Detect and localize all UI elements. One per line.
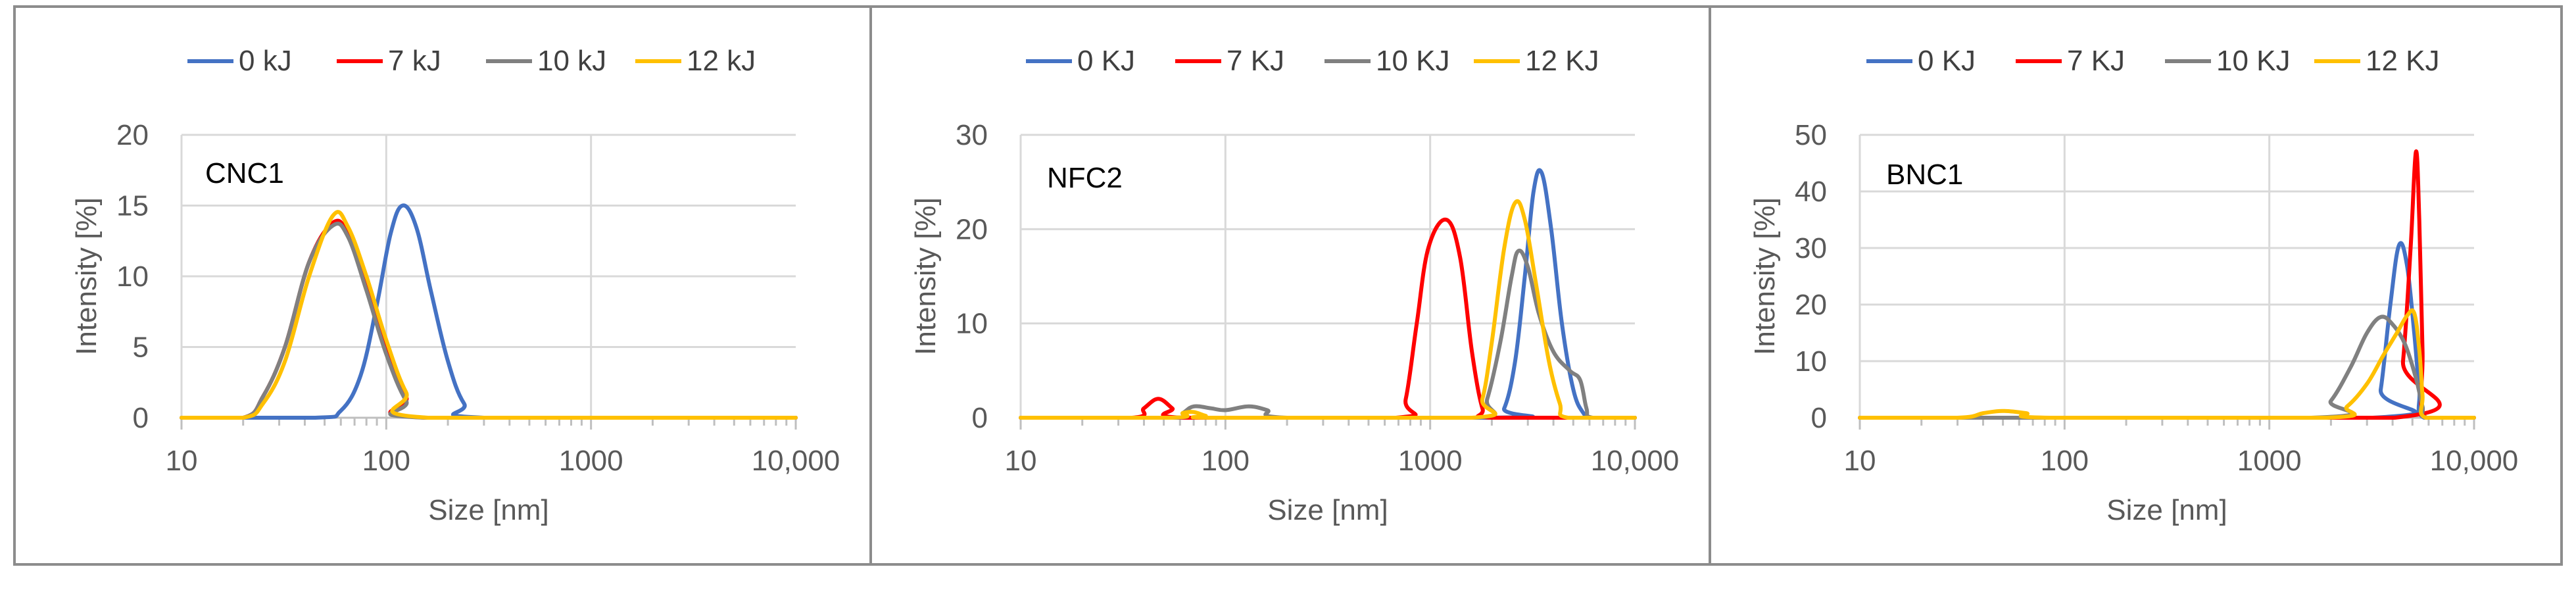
x-tick-label: 10 bbox=[166, 445, 198, 477]
y-tick-label: 50 bbox=[1795, 119, 1827, 151]
x-tick-label: 100 bbox=[1202, 445, 1250, 477]
x-axis-title: Size [nm] bbox=[428, 494, 548, 526]
legend-entry: 12 kJ bbox=[687, 45, 756, 77]
chart-1: 0 5 10 15 20 10 100 1000 10,000 Size [nm] Intensit… bbox=[70, 45, 840, 526]
y-axis-title: Intensity [%] bbox=[70, 197, 103, 355]
y-tick-label: 0 bbox=[972, 402, 988, 434]
legend-entry: 7 KJ bbox=[2067, 45, 2125, 77]
y-tick-label: 10 bbox=[956, 308, 988, 340]
series-line-7-kj bbox=[1019, 217, 1637, 420]
series-line-0-kj bbox=[1858, 241, 2476, 420]
chart-panel-2 bbox=[869, 5, 1711, 566]
x-tick-label: 1000 bbox=[2237, 445, 2302, 477]
y-axis-title: Intensity [%] bbox=[910, 197, 942, 355]
y-tick-label: 30 bbox=[1795, 232, 1827, 264]
y-tick-label: 0 bbox=[1811, 402, 1827, 434]
y-tick-label: 20 bbox=[1795, 289, 1827, 321]
chart-annotation: BNC1 bbox=[1886, 159, 1963, 191]
chart-panel-1 bbox=[13, 5, 872, 566]
chart-2: 0 10 20 30 10 100 1000 10,000 Size [nm] Intensity… bbox=[910, 45, 1679, 526]
y-tick-label: 10 bbox=[116, 261, 149, 293]
x-tick-label: 100 bbox=[2041, 445, 2089, 477]
y-tick-label: 20 bbox=[956, 213, 988, 245]
legend-entry: 7 KJ bbox=[1227, 45, 1284, 77]
x-tick-label: 1000 bbox=[559, 445, 623, 477]
chart-annotation: CNC1 bbox=[205, 157, 284, 189]
legend-entry: 12 KJ bbox=[1525, 45, 1599, 77]
series-line-12-kj bbox=[1019, 199, 1637, 420]
y-tick-label: 0 bbox=[133, 402, 149, 434]
series-line-0-kj bbox=[1019, 168, 1637, 420]
legend-entry: 10 kJ bbox=[537, 45, 606, 77]
y-tick-label: 20 bbox=[116, 119, 149, 151]
legend-entry: 10 KJ bbox=[2216, 45, 2291, 77]
legend-entry: 0 kJ bbox=[239, 45, 292, 77]
x-tick-label: 100 bbox=[362, 445, 410, 477]
y-tick-label: 10 bbox=[1795, 345, 1827, 378]
x-axis-title: Size [nm] bbox=[2106, 494, 2227, 526]
x-tick-label: 1000 bbox=[1398, 445, 1463, 477]
x-axis-title: Size [nm] bbox=[1267, 494, 1388, 526]
legend-entry: 7 kJ bbox=[388, 45, 441, 77]
legend-entry: 0 KJ bbox=[1918, 45, 1976, 77]
chart-annotation: NFC2 bbox=[1047, 162, 1123, 194]
series-line-12-kj bbox=[1858, 308, 2476, 420]
x-tick-label: 10,000 bbox=[1591, 445, 1680, 477]
y-tick-label: 15 bbox=[116, 190, 149, 222]
chart-3: 0 10 20 30 40 50 10 100 1000 10,000 Size [nm] Inten… bbox=[1749, 45, 2518, 526]
legend-entry: 10 KJ bbox=[1376, 45, 1450, 77]
x-tick-label: 10,000 bbox=[2430, 445, 2519, 477]
legend-entry: 0 KJ bbox=[1077, 45, 1135, 77]
y-tick-label: 5 bbox=[133, 332, 149, 364]
x-tick-label: 10 bbox=[1844, 445, 1876, 477]
y-axis-title: Intensity [%] bbox=[1749, 197, 1781, 355]
legend-entry: 12 KJ bbox=[2366, 45, 2440, 77]
y-tick-label: 40 bbox=[1795, 176, 1827, 208]
y-tick-label: 30 bbox=[956, 119, 988, 151]
x-tick-label: 10,000 bbox=[752, 445, 840, 477]
x-tick-label: 10 bbox=[1005, 445, 1037, 477]
series-line-12-kj bbox=[180, 210, 798, 420]
